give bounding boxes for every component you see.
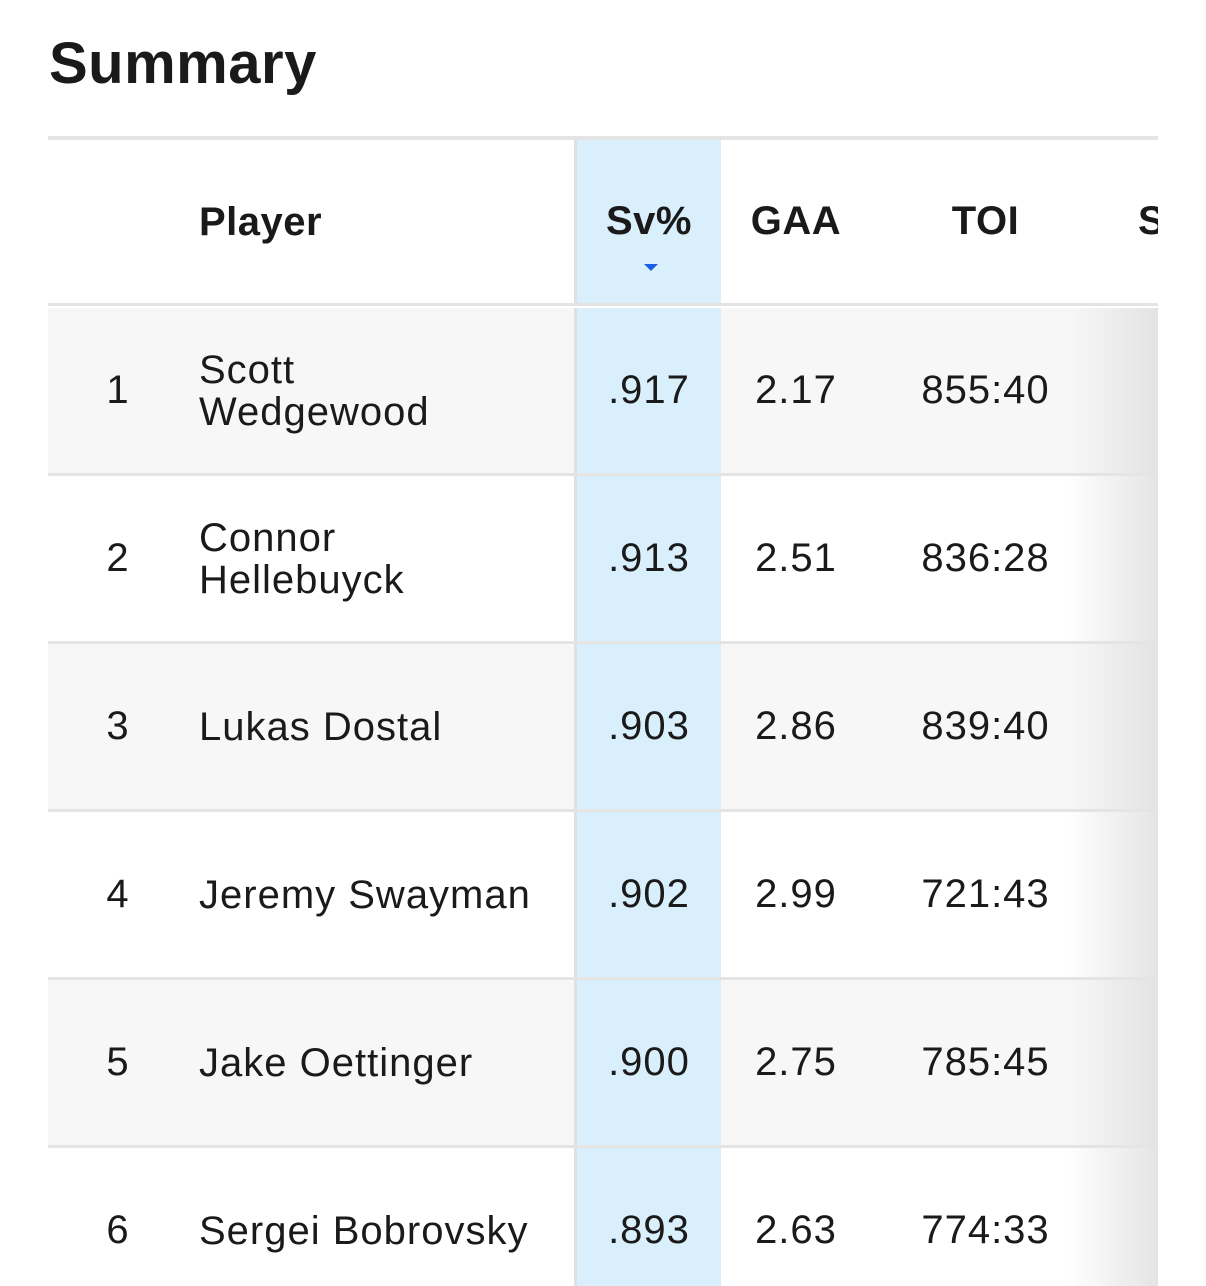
- toi-cell: 836:28: [921, 536, 1050, 580]
- gaa-cell: 2.63: [755, 1208, 837, 1252]
- rank-cell: 3: [106, 704, 130, 748]
- player-name-cell[interactable]: Jake Oettinger: [199, 1040, 474, 1085]
- gaa-cell: 2.51: [755, 536, 837, 580]
- gaa-cell: 2.17: [755, 368, 837, 412]
- player-name-cell[interactable]: Scott Wedgewood: [199, 347, 430, 434]
- scroll-fade: [1068, 980, 1158, 1145]
- sv-pct-cell: .917: [574, 308, 721, 473]
- rank-cell: 1: [106, 368, 130, 412]
- table-row[interactable]: 6 Sergei Bobrovsky .893 2.63 774:33: [48, 1148, 1158, 1286]
- page-title: Summary: [49, 31, 317, 96]
- table-row[interactable]: 4 Jeremy Swayman .902 2.99 721:43: [48, 812, 1158, 980]
- player-name-cell[interactable]: Lukas Dostal: [199, 704, 443, 749]
- sv-pct-cell: .893: [574, 1148, 721, 1286]
- column-header-partial[interactable]: S: [1138, 140, 1158, 303]
- sv-pct-cell: .913: [574, 476, 721, 641]
- sv-pct-cell: .900: [574, 980, 721, 1145]
- table-row[interactable]: 3 Lukas Dostal .903 2.86 839:40: [48, 644, 1158, 812]
- column-header-sv-pct[interactable]: Sv%: [574, 140, 721, 303]
- sv-pct-cell: .903: [574, 644, 721, 809]
- table-row[interactable]: 1 Scott Wedgewood .917 2.17 855:40: [48, 308, 1158, 476]
- toi-cell: 774:33: [921, 1208, 1050, 1252]
- rank-cell: 6: [106, 1208, 130, 1252]
- column-header-player[interactable]: Player: [199, 199, 323, 244]
- player-name-cell[interactable]: Jeremy Swayman: [199, 872, 531, 917]
- gaa-cell: 2.99: [755, 872, 837, 916]
- column-header-toi[interactable]: TOI: [951, 199, 1020, 243]
- player-name-cell[interactable]: Sergei Bobrovsky: [199, 1208, 529, 1253]
- rank-cell: 2: [106, 536, 130, 580]
- gaa-cell: 2.75: [755, 1040, 837, 1084]
- sort-descending-icon: [644, 264, 658, 271]
- table-row[interactable]: 5 Jake Oettinger .900 2.75 785:45: [48, 980, 1158, 1148]
- table-row[interactable]: 2 Connor Hellebuyck .913 2.51 836:28: [48, 476, 1158, 644]
- scroll-fade: [1068, 644, 1158, 809]
- scroll-fade: [1068, 1148, 1158, 1286]
- table-header: Player Sv% GAA TOI S: [48, 140, 1158, 306]
- scroll-fade: [1068, 812, 1158, 977]
- summary-table: Player Sv% GAA TOI S 1 Scott Wedgewood .…: [48, 136, 1158, 1286]
- column-header-gaa[interactable]: GAA: [750, 199, 842, 243]
- player-name-cell[interactable]: Connor Hellebuyck: [199, 515, 405, 602]
- sv-pct-cell: .902: [574, 812, 721, 977]
- gaa-cell: 2.86: [755, 704, 837, 748]
- column-header-sv-label: Sv%: [606, 199, 692, 243]
- rank-cell: 4: [106, 872, 130, 916]
- toi-cell: 839:40: [921, 704, 1050, 748]
- toi-cell: 785:45: [921, 1040, 1050, 1084]
- scroll-fade: [1068, 476, 1158, 641]
- scroll-fade: [1068, 308, 1158, 473]
- toi-cell: 721:43: [921, 872, 1050, 916]
- rank-cell: 5: [106, 1040, 130, 1084]
- toi-cell: 855:40: [921, 368, 1050, 412]
